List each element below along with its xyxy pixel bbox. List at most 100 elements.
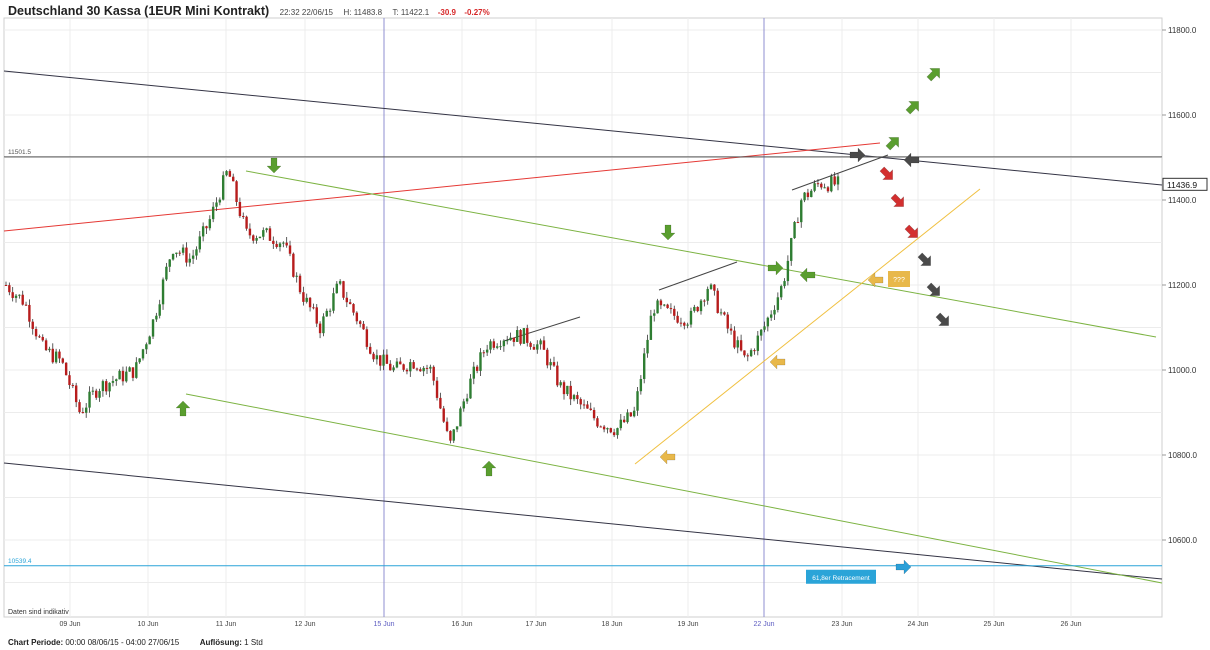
candle-body	[539, 340, 542, 345]
candle-body	[292, 253, 295, 277]
x-tick-label: 22 Jun	[753, 621, 774, 628]
candle-body	[509, 337, 512, 341]
arrow-shape	[903, 152, 920, 168]
candle-body	[759, 329, 763, 336]
green-arrow-icon	[799, 267, 816, 283]
arrow-shape	[660, 224, 676, 241]
arrow-shape	[659, 449, 676, 465]
trend-line	[3, 462, 1163, 580]
plot-area	[3, 17, 1163, 618]
candle-body	[432, 366, 435, 381]
candle-body	[729, 328, 733, 331]
orange-arrow-icon	[769, 354, 786, 370]
x-tick-label: 17 Jun	[525, 621, 546, 628]
candle-body	[64, 362, 68, 376]
grey-arrow-icon	[903, 152, 920, 168]
candle-body	[198, 236, 201, 250]
x-tick-label: 19 Jun	[677, 621, 698, 628]
candle-body	[813, 183, 816, 191]
candle-body	[596, 418, 599, 427]
candle-body	[31, 321, 34, 329]
candle-body	[616, 428, 619, 436]
candle-body	[275, 243, 278, 248]
x-tick-label: 11 Jun	[216, 621, 237, 628]
candle-body	[211, 206, 215, 220]
candle-body	[258, 236, 262, 239]
candle-body	[148, 336, 151, 345]
candle-body	[18, 294, 21, 296]
chart-footer: Chart Periode: 00:00 08/06/15 - 04:00 27…	[8, 638, 263, 647]
candle-body	[385, 354, 389, 364]
candle-body	[242, 216, 245, 218]
arrow-shape	[905, 101, 919, 115]
arrow-shape	[769, 354, 786, 370]
candle-body	[238, 201, 242, 217]
candle-body	[84, 407, 88, 413]
candle-body	[796, 222, 800, 224]
candle-body	[155, 315, 158, 320]
candle-body	[806, 192, 810, 198]
candle-body	[482, 352, 486, 354]
candle-body	[793, 222, 796, 239]
candle-body	[632, 410, 636, 417]
grey-arrow-icon	[917, 252, 931, 266]
candle-body	[542, 340, 546, 350]
candle-body	[756, 335, 760, 351]
candle-body	[362, 323, 365, 330]
level-label: 11501.5	[8, 149, 31, 156]
candle-body	[469, 378, 472, 399]
red-arrow-icon	[879, 166, 893, 180]
candle-body	[348, 302, 352, 305]
candle-body	[125, 371, 128, 382]
candle-body	[111, 381, 115, 383]
candle-body	[455, 426, 459, 430]
candle-body	[298, 275, 302, 293]
candle-body	[719, 312, 723, 314]
period-label: Chart Periode:	[8, 638, 64, 647]
x-tick-label: 24 Jun	[907, 621, 928, 628]
candle-body	[171, 253, 175, 260]
candle-body	[409, 362, 412, 372]
y-tick-label: 10800.0	[1168, 451, 1197, 460]
candle-body	[442, 408, 445, 422]
chart-change: -30.9	[437, 8, 456, 17]
candle-body	[619, 419, 623, 429]
candle-body	[629, 412, 633, 417]
candle-body	[783, 281, 786, 287]
candle-body	[419, 369, 422, 372]
grey-arrow-icon	[935, 312, 949, 326]
arrow-shape	[266, 157, 282, 174]
chart-annotations: 11501.5 10539.4 11436.9 61,8er Retracement?…	[4, 149, 1208, 584]
candle-body	[8, 285, 11, 293]
candle-body	[522, 328, 526, 344]
candle-body	[38, 336, 41, 338]
candle-body	[779, 286, 783, 298]
candle-body	[131, 367, 135, 378]
candle-body	[315, 307, 318, 324]
arrow-shape	[926, 68, 940, 82]
price-chart[interactable]: 11501.5 10539.4 11436.9 61,8er Retracement?…	[0, 0, 1210, 632]
candle-body	[98, 391, 101, 398]
candle-body	[145, 344, 148, 350]
arrow-shape	[935, 312, 949, 326]
candle-body	[559, 382, 562, 386]
candle-body	[305, 297, 308, 302]
candle-body	[252, 235, 255, 241]
trend-line	[185, 393, 1163, 584]
candle-body	[592, 410, 596, 419]
grey-arrow-icon	[849, 147, 866, 163]
candle-body	[48, 348, 51, 351]
candle-body	[602, 426, 606, 430]
candle-body	[95, 390, 98, 398]
candle-body	[379, 355, 382, 366]
current-price-label: 11436.9	[1167, 180, 1197, 190]
candle-body	[365, 329, 369, 347]
arrow-shape	[481, 460, 497, 477]
red-arrow-icon	[890, 193, 904, 207]
trend-line	[634, 188, 981, 465]
candle-body	[663, 304, 666, 306]
candle-body	[472, 366, 475, 379]
blue-arrow-icon	[895, 559, 912, 575]
candle-body	[161, 279, 165, 305]
candle-body	[673, 308, 676, 316]
